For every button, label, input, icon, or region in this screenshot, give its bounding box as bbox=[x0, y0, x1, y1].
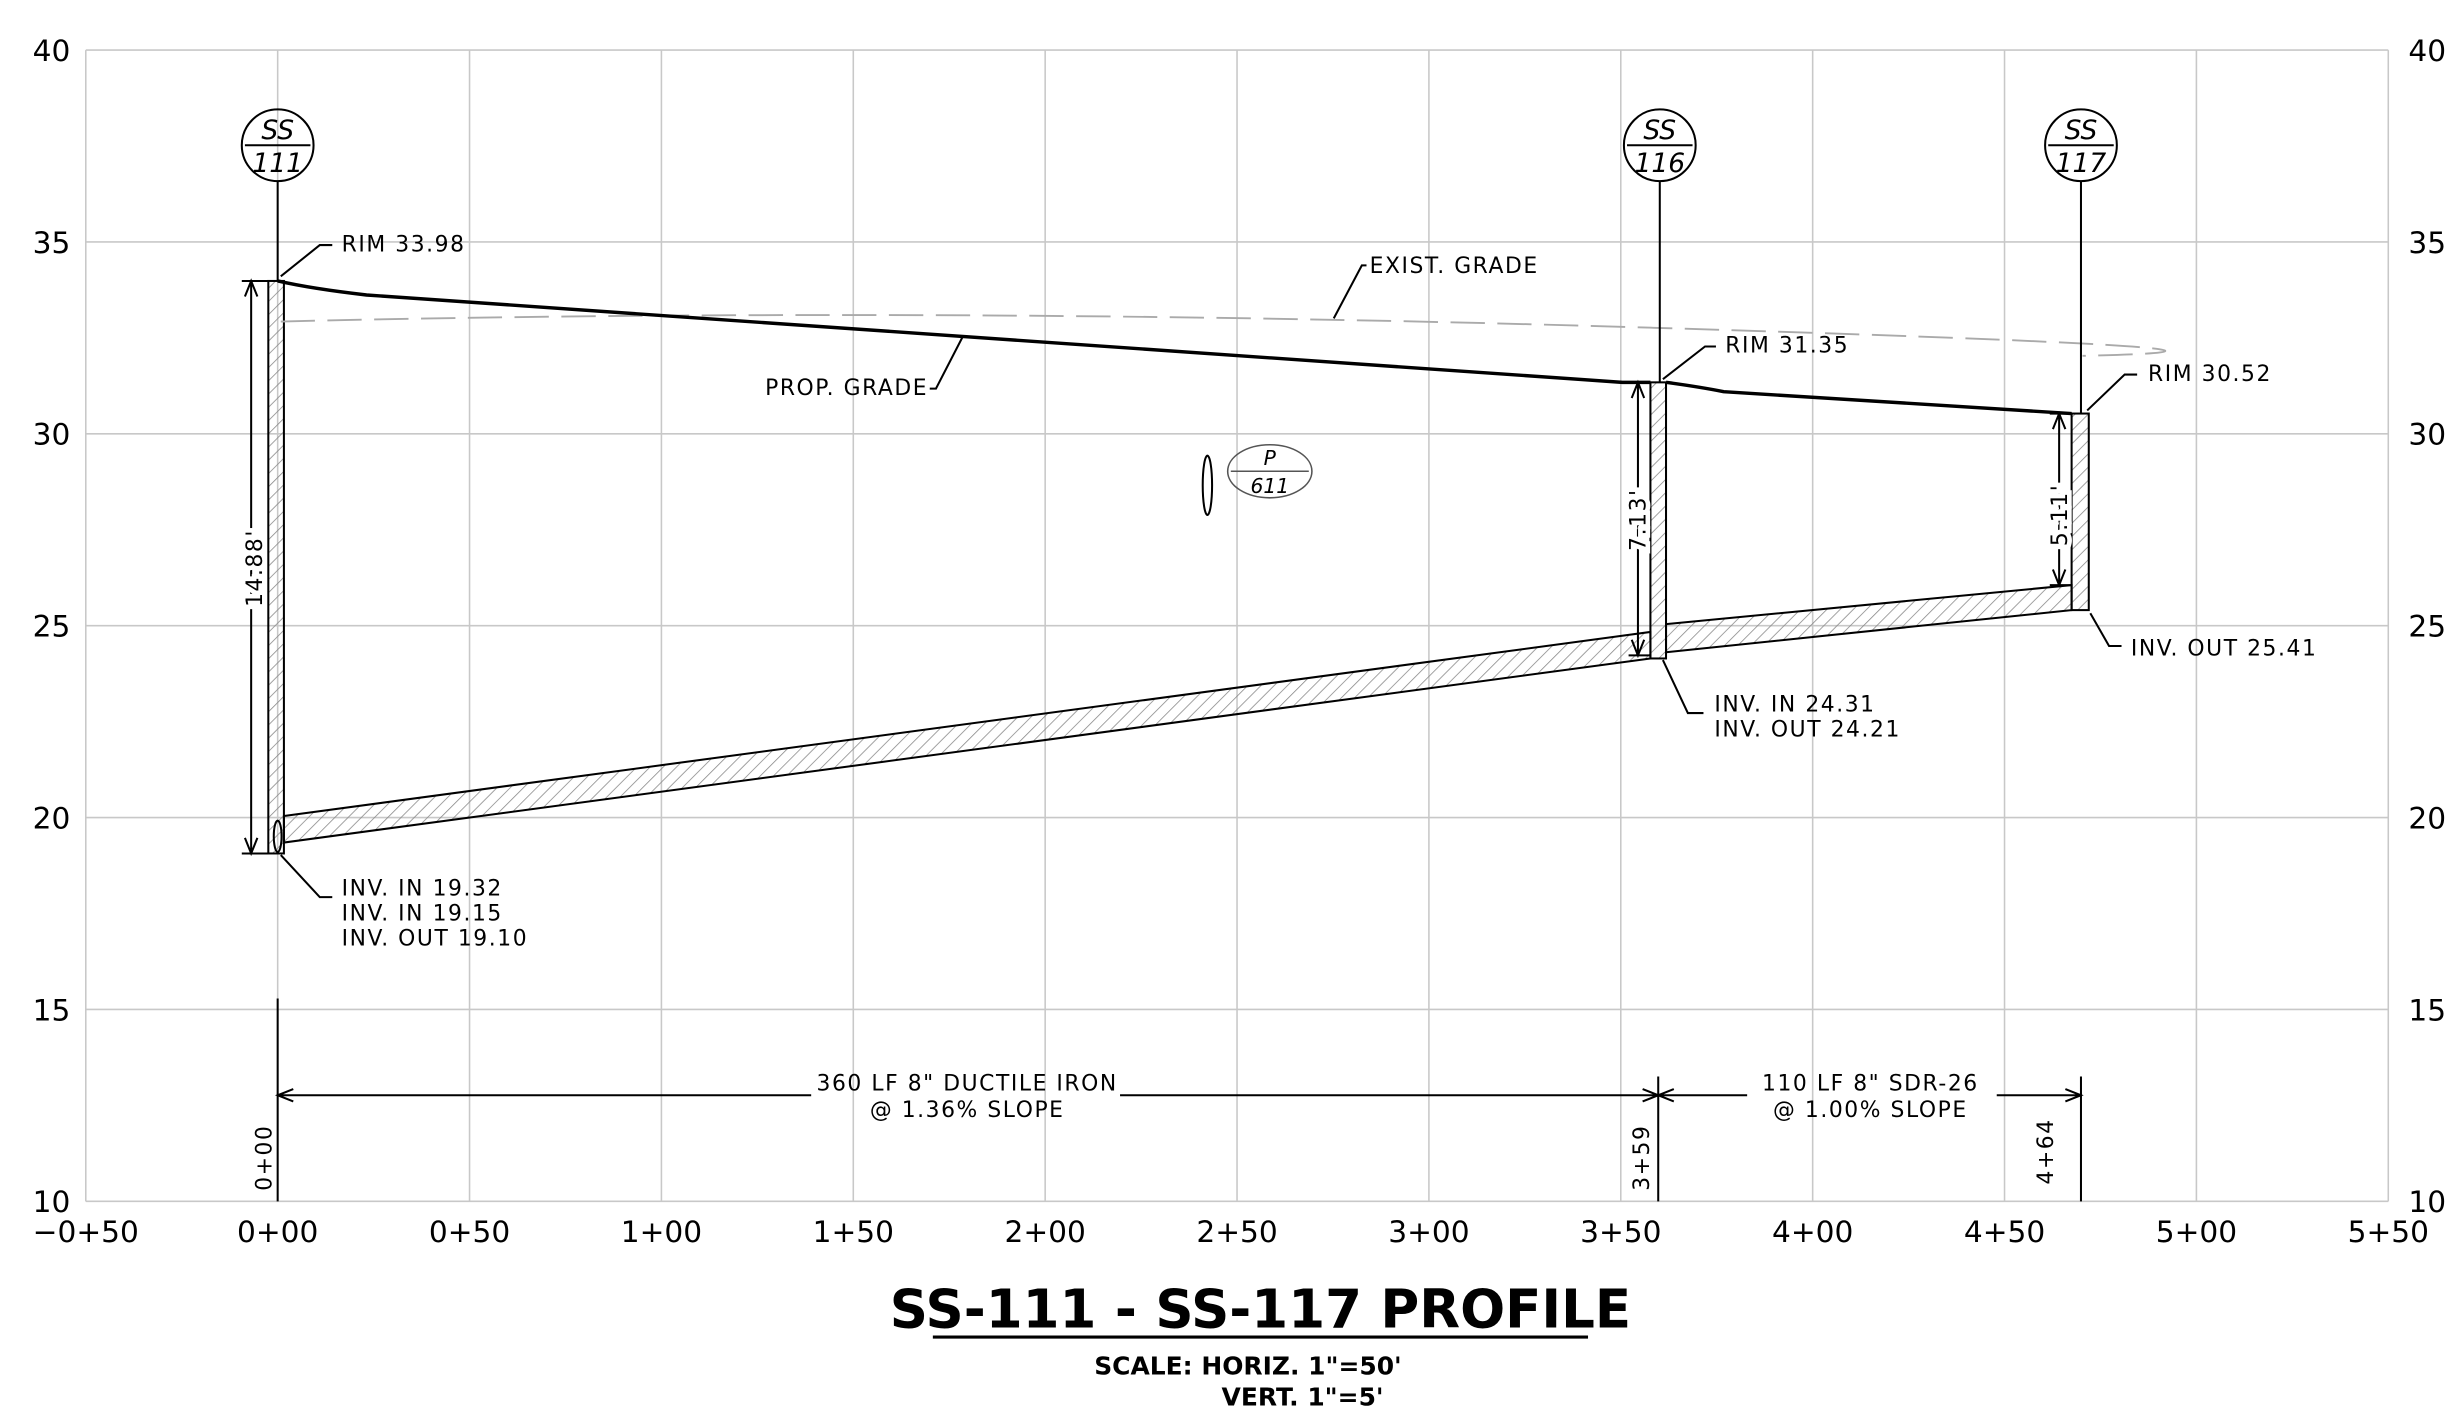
y-tick-label: 40 bbox=[33, 33, 71, 68]
invert-label: INV. OUT 19.10 bbox=[342, 926, 529, 951]
reference-bubble: P 611 bbox=[1226, 443, 1313, 499]
exist-grade-label: EXIST. GRADE bbox=[1370, 254, 1539, 279]
prop-grade-label: PROP. GRADE bbox=[765, 376, 928, 401]
scale-label: SCALE: HORIZ. 1"=50' bbox=[1094, 1351, 1402, 1380]
x-tick-label: 3+50 bbox=[1580, 1214, 1661, 1249]
pipe-label: 110 LF 8" SDR-26 bbox=[1762, 1072, 1979, 1097]
bubble-bottom: 116 bbox=[1634, 148, 1685, 179]
bubble-top: SS bbox=[1643, 115, 1676, 146]
y2-tick-label: 25 bbox=[2408, 609, 2446, 644]
manhole-116 bbox=[1649, 381, 1668, 660]
grid bbox=[85, 49, 2390, 1203]
station-label: 0+00 bbox=[252, 1125, 277, 1191]
x-tick-label: 3+00 bbox=[1388, 1214, 1469, 1249]
y-tick-label: 20 bbox=[33, 800, 71, 835]
depth-label: 5.11' bbox=[2048, 484, 2073, 546]
y2-tick-label: 30 bbox=[2408, 417, 2446, 452]
invert-label: INV. IN 19.32 bbox=[342, 877, 503, 902]
station-label: 3+59 bbox=[1630, 1125, 1655, 1191]
y2-tick-label: 15 bbox=[2408, 992, 2446, 1027]
y-tick-label: 30 bbox=[33, 417, 71, 452]
title: SS-111 - SS-117 PROFILE bbox=[890, 1279, 1631, 1341]
rim-label: RIM 30.52 bbox=[2148, 362, 2272, 387]
manhole-117 bbox=[2070, 412, 2090, 612]
x-tick-label: 2+00 bbox=[1004, 1214, 1085, 1249]
pipe-label: @ 1.36% SLOPE bbox=[870, 1098, 1065, 1123]
pipe-label: @ 1.00% SLOPE bbox=[1773, 1098, 1968, 1123]
scale-label: VERT. 1"=5' bbox=[1222, 1383, 1384, 1412]
depth-dimensions: 14.88' 7.13' 5.11' bbox=[238, 278, 2078, 857]
invert-label: INV. IN 19.15 bbox=[342, 902, 503, 927]
x-tick-label: 0+00 bbox=[237, 1214, 318, 1249]
y2-tick-label: 20 bbox=[2408, 800, 2446, 835]
invert-label: INV. IN 24.31 bbox=[1714, 693, 1875, 718]
bubble-bottom: 111 bbox=[252, 148, 303, 179]
pipe-stub bbox=[272, 819, 283, 853]
pipe-1 bbox=[282, 630, 1652, 844]
rim-label: RIM 33.98 bbox=[342, 232, 466, 257]
x-tick-label: 2+50 bbox=[1196, 1214, 1277, 1249]
bubble-bottom: 117 bbox=[2056, 148, 2107, 179]
bubble-top: SS bbox=[2065, 115, 2098, 146]
x-tick-label: 5+50 bbox=[2348, 1214, 2429, 1249]
x-tick-label: 1+00 bbox=[621, 1214, 702, 1249]
x-tick-label: 5+00 bbox=[2156, 1214, 2237, 1249]
station-label: 4+64 bbox=[2034, 1118, 2059, 1184]
y-tick-label: 15 bbox=[33, 992, 71, 1027]
profile bbox=[267, 279, 2167, 855]
ref-bottom: 611 bbox=[1250, 474, 1289, 498]
x-tick-label: −0+50 bbox=[33, 1214, 139, 1249]
x-tick-label: 1+50 bbox=[813, 1214, 894, 1249]
y2-tick-label: 35 bbox=[2408, 225, 2446, 260]
y-tick-label: 10 bbox=[33, 1184, 71, 1219]
length-dimensions: 360 LF 8" DUCTILE IRON @ 1.36% SLOPE 110… bbox=[252, 998, 2084, 1202]
existing-grade bbox=[280, 314, 2167, 357]
depth-label: 14.88' bbox=[243, 529, 268, 607]
x-tick-label: 4+50 bbox=[1964, 1214, 2045, 1249]
pipe-end bbox=[1201, 454, 1214, 516]
x-tick-label: 0+50 bbox=[429, 1214, 510, 1249]
pipe-2 bbox=[1665, 584, 2073, 654]
x-tick-label: 4+00 bbox=[1772, 1214, 1853, 1249]
proposed-grade bbox=[277, 279, 2072, 416]
y-tick-label: 35 bbox=[33, 225, 71, 260]
callouts: RIM 33.98 INV. IN 19.32 INV. IN 19.15 IN… bbox=[280, 232, 2318, 951]
rim-label: RIM 31.35 bbox=[1725, 334, 1849, 359]
pipe-label: 360 LF 8" DUCTILE IRON bbox=[817, 1072, 1118, 1097]
ref-top: P bbox=[1264, 446, 1277, 470]
invert-label: INV. OUT 24.21 bbox=[1714, 717, 1901, 742]
manhole-111 bbox=[267, 279, 285, 855]
axis-labels: 10 10 15 15 20 20 25 25 30 30 35 35 40 40 −0+50 0+00 0+5… bbox=[33, 33, 2446, 1249]
y2-tick-label: 40 bbox=[2408, 33, 2446, 68]
y2-tick-label: 10 bbox=[2408, 1184, 2446, 1219]
depth-label: 7.13' bbox=[1627, 488, 1652, 550]
y-tick-label: 25 bbox=[33, 609, 71, 644]
invert-label: INV. OUT 25.41 bbox=[2131, 636, 2318, 661]
bubble-top: SS bbox=[261, 115, 294, 146]
